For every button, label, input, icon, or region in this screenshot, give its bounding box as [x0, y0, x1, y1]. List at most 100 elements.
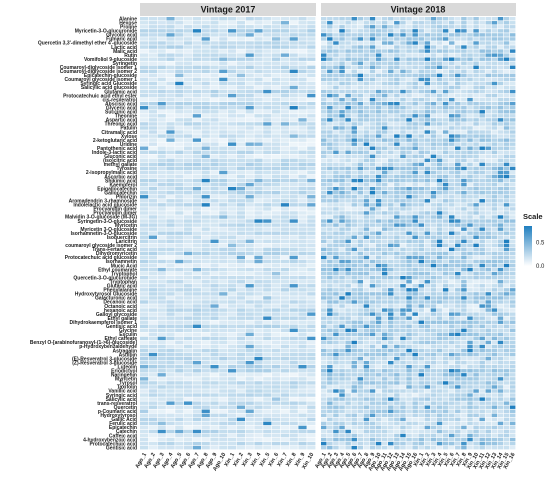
heatmap-cell-1-64-25 — [473, 275, 479, 280]
heatmap-cell-1-43-0 — [321, 191, 327, 195]
heatmap-cell-0-83-5 — [184, 352, 193, 357]
heatmap-cell-1-1-11 — [388, 21, 394, 25]
heatmap-cell-1-53-24 — [467, 231, 473, 235]
heatmap-cell-1-61-28 — [491, 263, 498, 268]
heatmap-cell-1-19-8 — [369, 93, 376, 98]
heatmap-cell-1-82-1 — [327, 348, 333, 353]
heatmap-cell-0-41-1 — [148, 182, 157, 187]
heatmap-cell-1-13-7 — [363, 69, 370, 74]
heatmap-cell-0-15-11 — [236, 77, 245, 82]
heatmap-cell-1-74-14 — [406, 316, 412, 320]
heatmap-cell-0-104-16 — [280, 437, 289, 442]
heatmap-cell-1-74-26 — [479, 316, 485, 320]
heatmap-cell-1-77-12 — [394, 328, 400, 333]
heatmap-cell-1-41-28 — [491, 182, 498, 187]
heatmap-cell-0-94-17 — [289, 397, 298, 401]
heatmap-cell-1-34-10 — [381, 154, 388, 159]
heatmap-cell-0-5-1 — [148, 37, 157, 41]
heatmap-cell-0-63-5 — [184, 271, 193, 276]
heatmap-cell-0-39-10 — [228, 174, 237, 179]
heatmap-cell-0-22-7 — [201, 106, 210, 110]
heatmap-cell-1-3-4 — [345, 29, 351, 33]
heatmap-cell-0-33-13 — [254, 150, 263, 154]
heatmap-cell-0-36-3 — [166, 162, 175, 167]
heatmap-cell-1-70-21 — [448, 300, 455, 304]
heatmap-cell-0-85-14 — [263, 360, 272, 365]
heatmap-cell-1-52-21 — [448, 227, 455, 231]
heatmap-cell-0-77-10 — [228, 328, 237, 333]
heatmap-cell-1-79-5 — [351, 336, 357, 341]
heatmap-cell-0-36-18 — [298, 162, 307, 167]
heatmap-cell-0-95-2 — [157, 401, 166, 405]
heatmap-cell-0-23-17 — [289, 110, 298, 114]
heatmap-cell-0-33-12 — [245, 150, 254, 154]
heatmap-cell-1-88-20 — [442, 373, 449, 377]
heatmap-cell-1-44-26 — [479, 195, 485, 199]
heatmap-cell-0-40-7 — [201, 178, 210, 183]
heatmap-cell-1-88-10 — [381, 373, 388, 377]
heatmap-cell-1-16-28 — [491, 81, 498, 86]
heatmap-cell-0-14-9 — [219, 73, 228, 78]
heatmap-cell-0-82-1 — [148, 348, 157, 353]
heatmap-cell-1-48-2 — [333, 211, 339, 215]
heatmap-cell-0-0-8 — [210, 17, 219, 21]
heatmap-cell-1-10-8 — [369, 57, 376, 61]
heatmap-cell-1-26-8 — [369, 122, 376, 126]
heatmap-cell-1-44-16 — [418, 195, 424, 199]
heatmap-cell-1-78-3 — [339, 332, 345, 337]
heatmap-cell-1-54-15 — [412, 235, 418, 239]
heatmap-cell-0-83-0 — [140, 352, 149, 357]
heatmap-cell-0-1-17 — [289, 21, 298, 25]
heatmap-cell-1-54-21 — [448, 235, 455, 239]
heatmap-cell-0-105-14 — [263, 441, 272, 446]
heatmap-cell-1-54-7 — [363, 235, 370, 239]
heatmap-cell-0-100-10 — [228, 421, 237, 426]
heatmap-cell-1-6-23 — [461, 41, 467, 45]
heatmap-cell-1-74-31 — [509, 316, 516, 320]
heatmap-cell-0-33-0 — [140, 150, 149, 154]
heatmap-cell-1-87-11 — [388, 369, 394, 373]
heatmap-cell-1-64-23 — [461, 275, 467, 280]
heatmap-cell-1-41-10 — [381, 182, 388, 187]
heatmap-cell-1-34-26 — [479, 154, 485, 159]
heatmap-cell-0-82-15 — [272, 348, 281, 353]
heatmap-cell-1-31-6 — [357, 142, 364, 146]
heatmap-cell-1-56-7 — [363, 243, 370, 248]
heatmap-cell-0-26-0 — [140, 122, 149, 126]
heatmap-cell-0-92-15 — [272, 389, 281, 393]
heatmap-cell-1-10-29 — [497, 57, 504, 61]
heatmap-cell-0-80-7 — [201, 340, 210, 345]
heatmap-cell-0-57-6 — [192, 247, 201, 252]
heatmap-cell-1-23-0 — [321, 110, 327, 114]
heatmap-cell-0-25-4 — [175, 118, 184, 122]
heatmap-cell-0-95-10 — [228, 401, 237, 405]
heatmap-cell-1-18-7 — [363, 89, 370, 94]
heatmap-cell-1-4-18 — [430, 33, 437, 37]
heatmap-cell-1-75-17 — [424, 320, 431, 324]
heatmap-cell-0-68-1 — [148, 292, 157, 296]
heatmap-cell-0-61-1 — [148, 263, 157, 268]
heatmap-cell-1-9-13 — [400, 53, 406, 57]
heatmap-cell-0-32-7 — [201, 146, 210, 150]
heatmap-cell-1-67-20 — [442, 288, 449, 292]
heatmap-cell-1-62-22 — [455, 267, 461, 272]
heatmap-cell-0-88-19 — [307, 373, 316, 377]
heatmap-cell-1-5-10 — [381, 37, 388, 41]
heatmap-cell-1-42-31 — [509, 186, 516, 191]
heatmap-cell-0-35-11 — [236, 158, 245, 163]
heatmap-cell-0-95-9 — [219, 401, 228, 405]
heatmap-cell-0-55-1 — [148, 239, 157, 244]
heatmap-cell-1-63-0 — [321, 271, 327, 276]
heatmap-cell-0-81-19 — [307, 344, 316, 349]
heatmap-cell-1-50-13 — [400, 219, 406, 223]
heatmap-cell-1-2-25 — [473, 25, 479, 29]
heatmap-cell-1-48-9 — [375, 211, 382, 215]
heatmap-cell-1-68-18 — [430, 292, 437, 296]
heatmap-cell-0-57-15 — [272, 247, 281, 252]
heatmap-cell-0-9-8 — [210, 53, 219, 57]
heatmap-cell-0-105-8 — [210, 441, 219, 446]
heatmap-cell-0-71-3 — [166, 304, 175, 308]
heatmap-cell-0-57-2 — [157, 247, 166, 252]
heatmap-cell-1-74-25 — [473, 316, 479, 320]
heatmap-cell-1-7-4 — [345, 45, 351, 49]
